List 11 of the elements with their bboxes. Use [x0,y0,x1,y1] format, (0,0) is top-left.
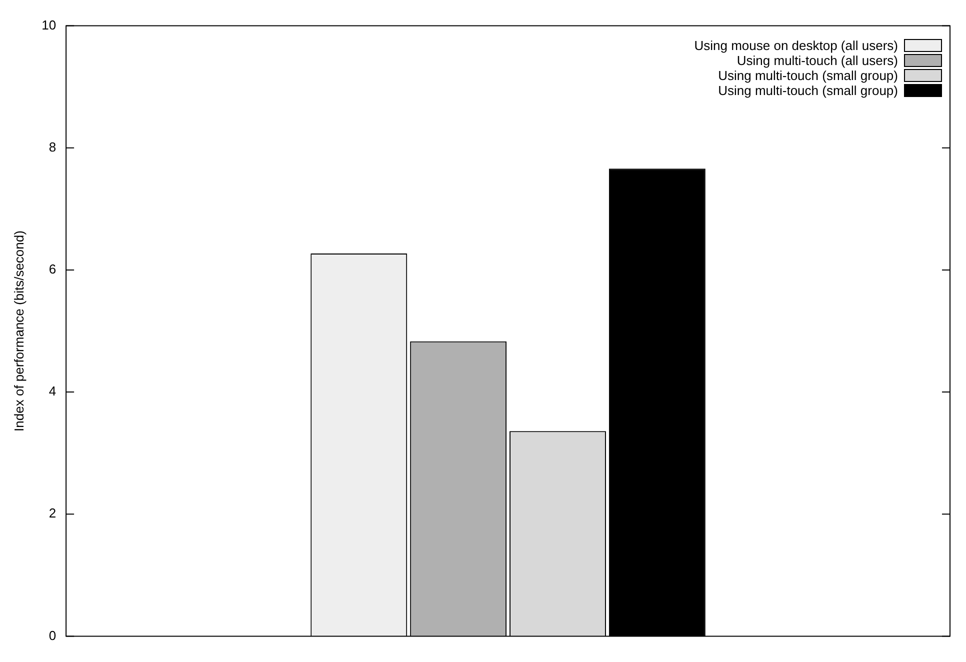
y-tick-label: 0 [48,628,56,643]
y-tick-label: 10 [42,17,56,32]
y-tick-label: 8 [48,139,56,154]
y-tick-label: 2 [48,506,56,521]
legend-label: Using multi-touch (small group) [718,83,898,98]
legend-label: Using multi-touch (all users) [736,53,898,68]
legend-label: Using mouse on desktop (all users) [694,38,898,53]
legend-label: Using multi-touch (small group) [718,68,898,83]
y-tick-label: 4 [48,384,56,399]
y-axis-title: Index of performance (bits/second) [11,230,26,432]
y-tick-label: 6 [48,262,56,277]
